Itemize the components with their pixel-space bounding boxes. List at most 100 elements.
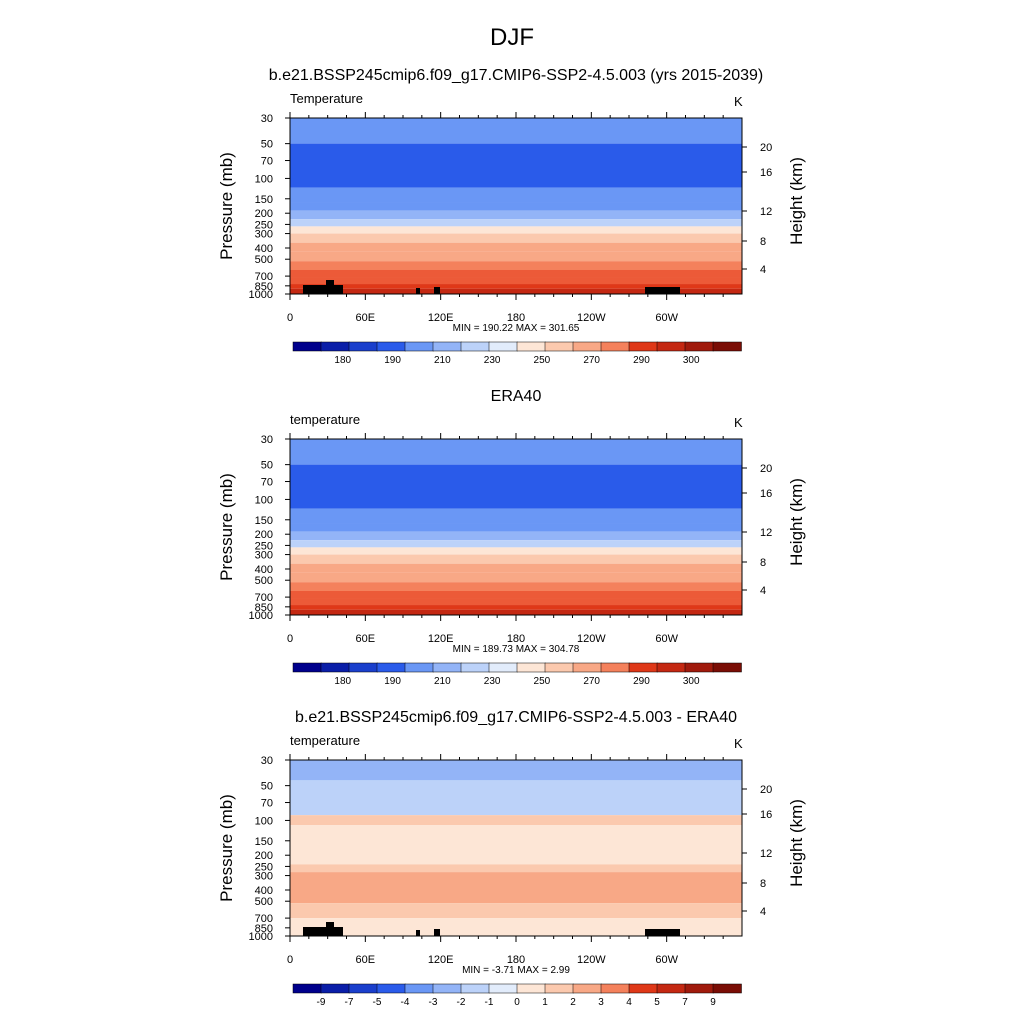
contour-band [290, 284, 742, 289]
colorbar-swatch [460, 341, 490, 352]
x-tick-label: 180 [507, 633, 525, 645]
panel-3: b.e21.BSSP245cmip6.f09_g17.CMIP6-SSP2-4.… [217, 709, 806, 1008]
y-tick-label: 70 [261, 798, 273, 810]
colorbar-swatch [684, 983, 714, 994]
y2-tick-label: 16 [760, 488, 772, 500]
colorbar-swatch [516, 662, 546, 673]
panel-2: ERA40 temperature K 0 60E 120E 180 120W 60W 30 50 7… [217, 388, 806, 687]
contour-band [290, 760, 742, 781]
contour-band [290, 554, 742, 564]
contour-band [290, 605, 742, 610]
colorbar-label: 300 [683, 676, 700, 687]
y-tick-label: 50 [261, 139, 273, 151]
contour-band [290, 540, 742, 548]
y-tick-label: 150 [255, 515, 273, 527]
x-tick-label: 60W [655, 954, 678, 966]
y2-tick-label: 16 [760, 167, 772, 179]
colorbar-swatch [572, 341, 602, 352]
y-axis-label: Pressure (mb) [217, 473, 236, 581]
y2-tick-label: 4 [760, 585, 766, 597]
contour-band [290, 464, 742, 509]
terrain-mask [326, 922, 334, 936]
colorbar-label: -7 [345, 997, 354, 1008]
colorbar-swatch [292, 662, 322, 673]
y-tick-label: 30 [261, 113, 273, 125]
colorbar-swatch [712, 983, 742, 994]
terrain-mask [303, 285, 343, 294]
y-tick-label: 100 [255, 494, 273, 506]
contour-band [290, 261, 742, 271]
y-tick-label: 70 [261, 477, 273, 489]
x-tick-label: 60E [356, 633, 376, 645]
colorbar-swatch [460, 662, 490, 673]
x-tick-label: 120E [428, 954, 454, 966]
y-tick-label: 300 [255, 871, 273, 883]
x-tick-label: 60W [655, 312, 678, 324]
contour-band [290, 780, 742, 816]
colorbar-label: 180 [334, 355, 351, 366]
y2-tick-label: 20 [760, 463, 772, 475]
contour-band [290, 187, 742, 203]
y-tick-label: 400 [255, 243, 273, 255]
y-tick-label: 70 [261, 156, 273, 168]
colorbar-swatch [600, 983, 630, 994]
x-tick-label: 0 [287, 954, 293, 966]
colorbar-swatch [600, 341, 630, 352]
colorbar-swatch [348, 341, 378, 352]
y-tick-label: 300 [255, 550, 273, 562]
x-tick-label: 120E [428, 633, 454, 645]
colorbar-swatch [488, 983, 518, 994]
colorbar-swatch [628, 341, 658, 352]
colorbar-swatch [488, 341, 518, 352]
y-tick-label: 700 [255, 271, 273, 283]
y-tick-label: 50 [261, 460, 273, 472]
panel-units-label: K [734, 736, 743, 751]
y-tick-label: 200 [255, 529, 273, 541]
colorbar-label: 180 [334, 676, 351, 687]
y-tick-label: 300 [255, 229, 273, 241]
contour-band [290, 219, 742, 227]
colorbar-swatch [292, 983, 322, 994]
colorbar-label: 5 [654, 997, 660, 1008]
y2-tick-label: 8 [760, 557, 766, 569]
min-max-stats: MIN = 189.73 MAX = 304.78 [453, 644, 580, 655]
y-tick-label: 250 [255, 540, 273, 552]
colorbar-swatch [516, 341, 546, 352]
x-tick-label: 0 [287, 312, 293, 324]
panel-left-label: Temperature [290, 91, 363, 106]
min-max-stats: MIN = -3.71 MAX = 2.99 [462, 965, 570, 976]
y-tick-label: 150 [255, 194, 273, 206]
contour-band [290, 864, 742, 873]
colorbar-label: 230 [484, 355, 501, 366]
colorbar-label: -9 [317, 997, 326, 1008]
colorbar-swatch [348, 983, 378, 994]
colorbar-label: -1 [485, 997, 494, 1008]
contour-band [290, 903, 742, 919]
colorbar-swatch [656, 983, 686, 994]
colorbar-label: -4 [401, 997, 410, 1008]
panel-1: b.e21.BSSP245cmip6.f09_g17.CMIP6-SSP2-4.… [217, 67, 806, 366]
contour-band [290, 277, 742, 285]
colorbar-swatch [572, 662, 602, 673]
y-tick-label: 250 [255, 861, 273, 873]
x-tick-label: 60E [356, 312, 376, 324]
colorbar-swatch [628, 662, 658, 673]
y2-tick-label: 20 [760, 784, 772, 796]
terrain-mask [303, 927, 343, 936]
y-tick-label: 50 [261, 781, 273, 793]
contour-band [290, 439, 742, 465]
colorbar-swatch [376, 983, 406, 994]
contour-band [290, 815, 742, 826]
y-tick-label: 500 [255, 896, 273, 908]
colorbar-label: 1 [542, 997, 548, 1008]
colorbar-swatch [572, 983, 602, 994]
contour-band [290, 572, 742, 583]
colorbar-swatch [348, 662, 378, 673]
panel-left-label: temperature [290, 733, 360, 748]
x-tick-label: 180 [507, 954, 525, 966]
y-tick-label: 700 [255, 913, 273, 925]
colorbar-swatch [404, 341, 434, 352]
colorbar-swatch [320, 983, 350, 994]
contour-band [290, 531, 742, 541]
